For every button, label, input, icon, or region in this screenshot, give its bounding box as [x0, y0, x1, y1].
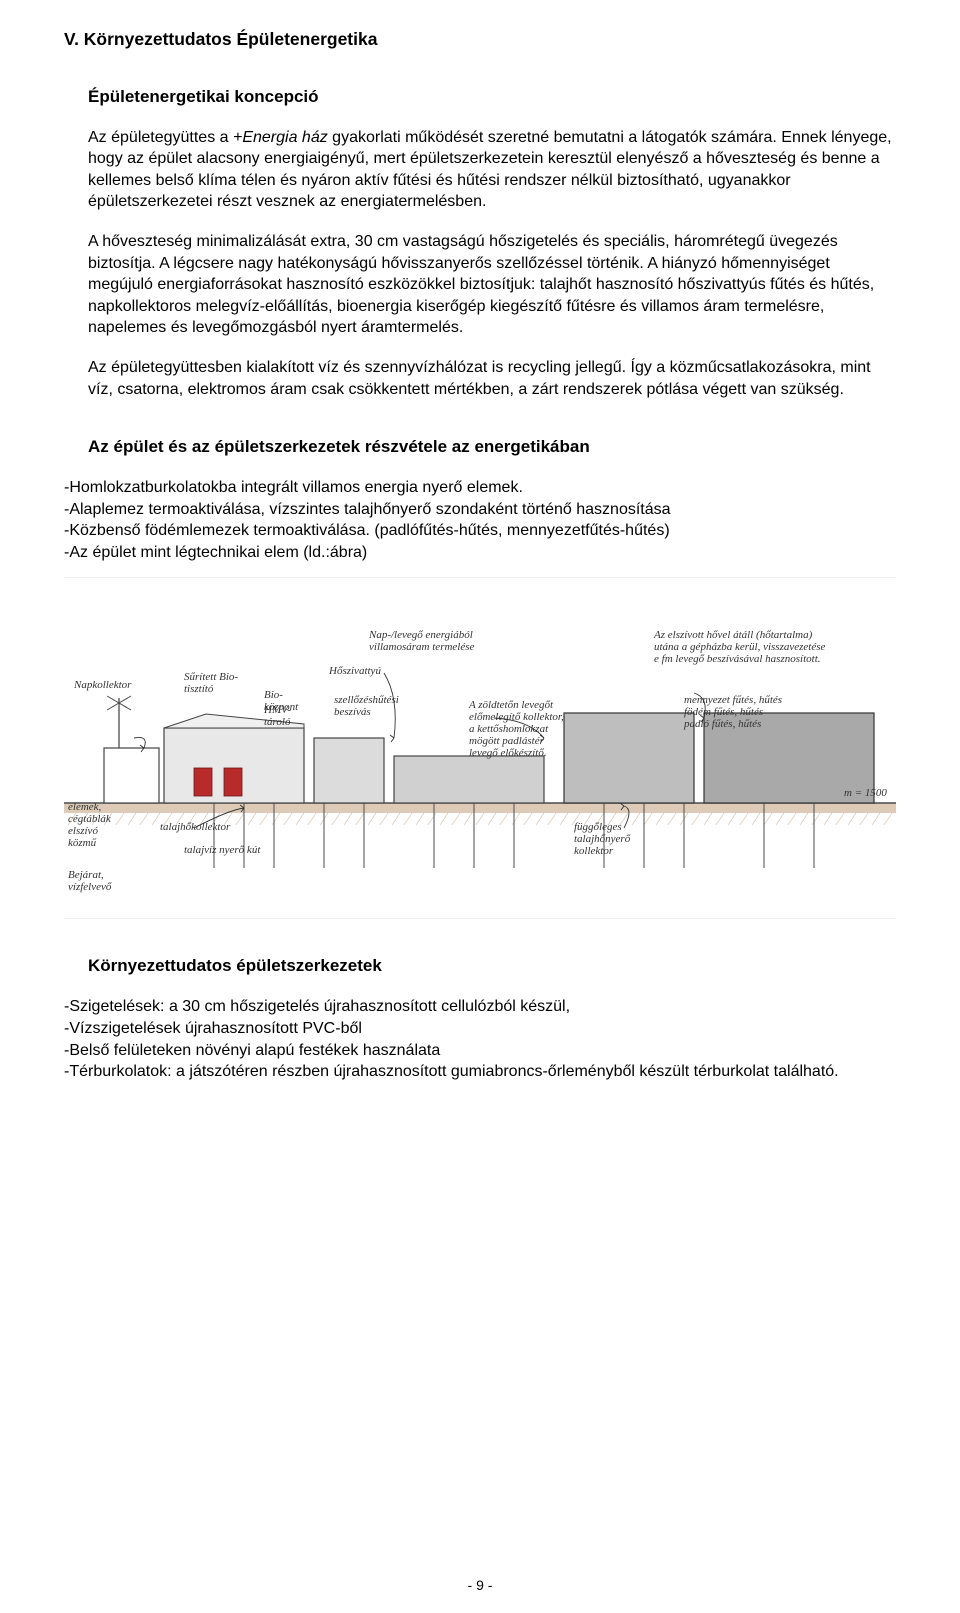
document-page: V. Környezettudatos Épületenergetika Épü…: [0, 0, 960, 1613]
svg-text:m = 1500: m = 1500: [844, 787, 887, 799]
s2-l2: -Alaplemez termoaktiválása, vízszintes t…: [64, 499, 896, 521]
s3-l1: -Szigetelések: a 30 cm hőszigetelés újra…: [64, 996, 896, 1018]
svg-text:vízfelvevő: vízfelvevő: [68, 881, 112, 893]
svg-text:HMV-: HMV-: [263, 704, 291, 716]
figure-svg: Napkollektor Sűrített Bio-tisztító Bio-köz…: [64, 578, 896, 918]
page-number: - 9 -: [0, 1576, 960, 1595]
section-2-list: -Homlokzatburkolatokba integrált villamo…: [64, 477, 896, 563]
s1-p1-italic: +Energia ház: [233, 129, 328, 146]
svg-text:mögött padlástér: mögött padlástér: [469, 735, 545, 747]
section-1-title: Épületenergetikai koncepció: [88, 86, 896, 109]
svg-text:előmelegítő kollektor,: előmelegítő kollektor,: [469, 711, 564, 723]
section-1-p3: Az épületegyüttesben kialakított víz és …: [88, 357, 896, 400]
section-3-title: Környezettudatos épületszerkezetek: [88, 955, 896, 978]
svg-text:tároló: tároló: [264, 716, 291, 728]
svg-text:közmű: közmű: [68, 837, 97, 849]
svg-text:A zöldtetőn levegőt: A zöldtetőn levegőt: [468, 699, 554, 711]
section-3-list: -Szigetelések: a 30 cm hőszigetelés újra…: [64, 996, 896, 1082]
svg-text:padló fűtés, hűtés: padló fűtés, hűtés: [683, 718, 761, 730]
spacer: [64, 947, 896, 955]
svg-text:levegő előkészítő.: levegő előkészítő.: [469, 747, 547, 759]
section-1-p1: Az épületegyüttes a +Energia ház gyakorl…: [88, 127, 896, 213]
s3-l4: -Térburkolatok: a játszótéren részben új…: [64, 1061, 896, 1083]
svg-text:Bejárat,: Bejárat,: [68, 869, 104, 881]
svg-text:kollektor: kollektor: [574, 845, 614, 857]
svg-text:függőleges: függőleges: [574, 821, 622, 833]
svg-text:Bio-: Bio-: [264, 689, 283, 701]
svg-text:talajvíz nyerő kút: talajvíz nyerő kút: [184, 844, 261, 856]
svg-text:villamosáram termelése: villamosáram termelése: [369, 641, 475, 653]
svg-text:tisztító: tisztító: [184, 683, 214, 695]
svg-text:elemek,: elemek,: [68, 801, 102, 813]
svg-text:e fm levegő beszívásával haszn: e fm levegő beszívásával hasznosított.: [654, 653, 821, 665]
spacer: [64, 418, 896, 436]
svg-text:Az elszívott hővel átáll (hőta: Az elszívott hővel átáll (hőtartalma): [653, 629, 813, 641]
svg-text:mennyezet fűtés, hűtés: mennyezet fűtés, hűtés: [684, 694, 782, 706]
s3-l2: -Vízszigetelések újrahasznosított PVC-bő…: [64, 1018, 896, 1040]
svg-text:Napkollektor: Napkollektor: [73, 679, 132, 691]
svg-text:födém fűtés, hűtés: födém fűtés, hűtés: [684, 706, 763, 718]
s2-l1: -Homlokzatburkolatokba integrált villamo…: [64, 477, 896, 499]
svg-text:beszívás: beszívás: [334, 706, 371, 718]
svg-text:talajhőkollektor: talajhőkollektor: [160, 821, 231, 833]
heading-main: V. Környezettudatos Épületenergetika: [64, 28, 896, 52]
svg-text:cégtáblák: cégtáblák: [68, 813, 112, 825]
svg-text:a kettőshomlokzat: a kettőshomlokzat: [469, 723, 549, 735]
svg-text:utána a gépházba kerül, vissza: utána a gépházba kerül, visszavezetése: [654, 641, 825, 653]
s2-l3: -Közbenső födémlemezek termoaktiválása. …: [64, 520, 896, 542]
svg-text:Sűrített Bio-: Sűrített Bio-: [184, 671, 238, 683]
svg-text:Nap-/levegő energiából: Nap-/levegő energiából: [368, 629, 473, 641]
svg-text:talajhőnyerő: talajhőnyerő: [574, 833, 631, 845]
s3-l3: -Belső felületeken növényi alapú festéke…: [64, 1040, 896, 1062]
svg-text:Hőszivattyú: Hőszivattyú: [328, 665, 381, 677]
section-2-title: Az épület és az épületszerkezetek részvé…: [88, 436, 896, 459]
section-1-p2: A hőveszteség minimalizálását extra, 30 …: [88, 231, 896, 339]
s2-l4: -Az épület mint légtechnikai elem (ld.:á…: [64, 542, 896, 564]
svg-text:szellőzéshűtési: szellőzéshűtési: [334, 694, 399, 706]
svg-text:elszívó: elszívó: [68, 825, 98, 837]
figure-container: Napkollektor Sűrített Bio-tisztító Bio-köz…: [64, 577, 896, 919]
s1-p1-a: Az épületegyüttes a: [88, 129, 233, 146]
